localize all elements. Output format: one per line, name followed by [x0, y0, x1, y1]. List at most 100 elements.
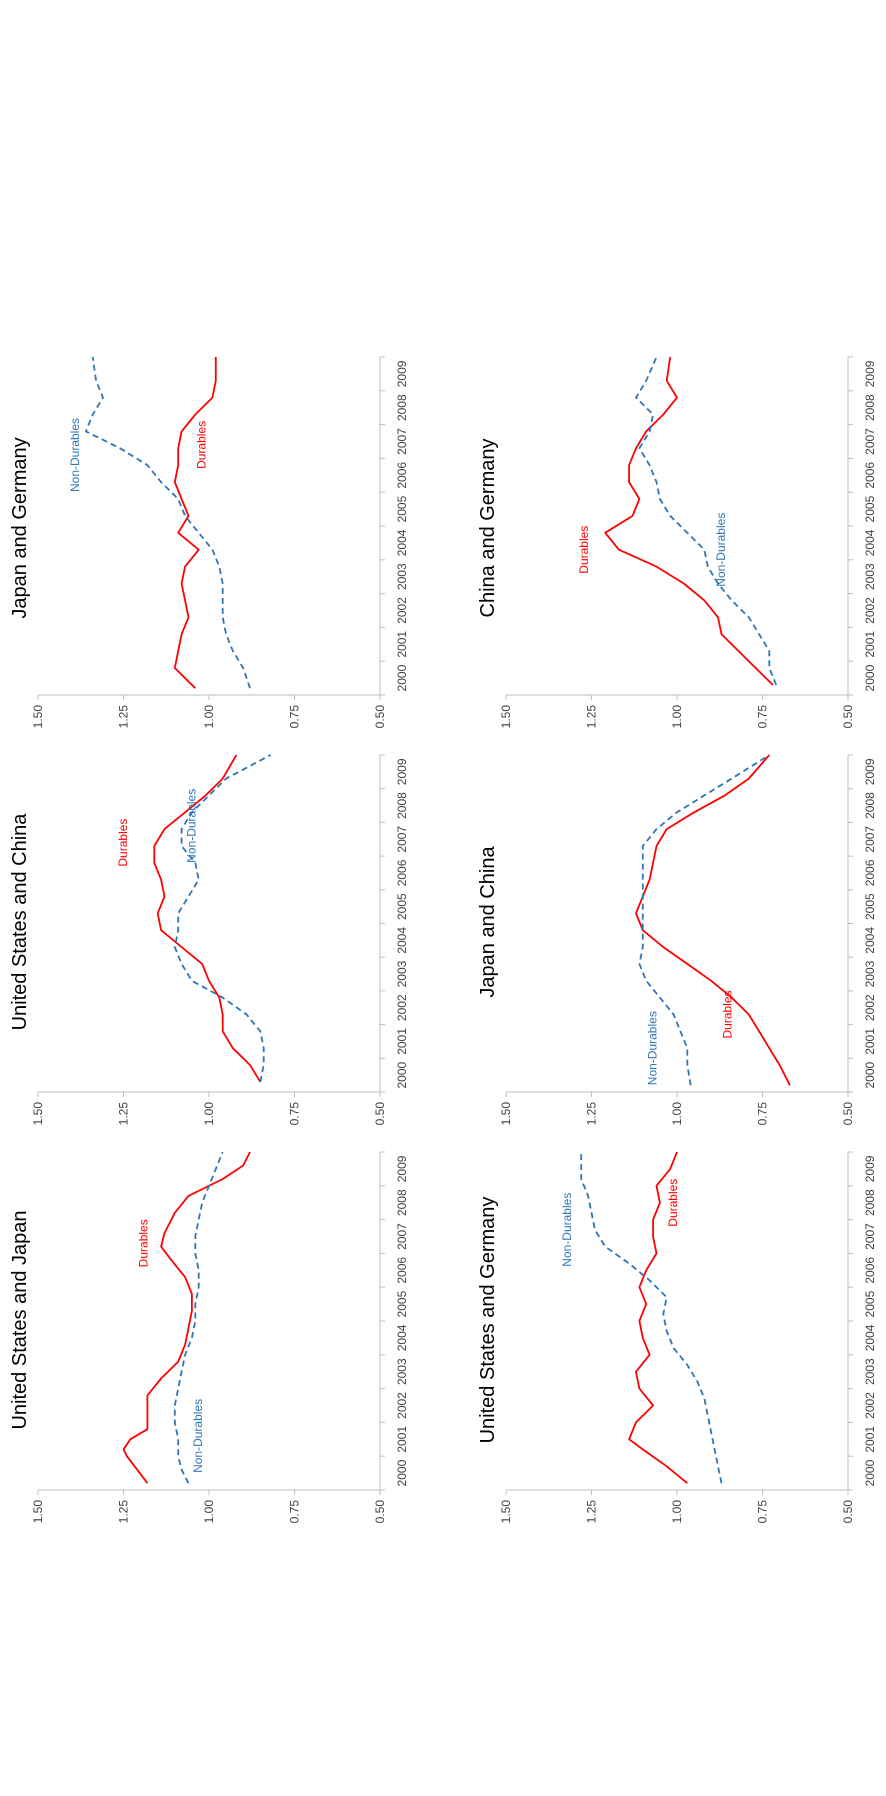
chart-title: China and Germany [477, 439, 499, 618]
y-tick-label: 0.50 [841, 1500, 855, 1524]
durables-label: Durables [577, 526, 591, 574]
y-tick-label: 0.75 [288, 705, 302, 729]
non-durables-line [173, 1151, 224, 1484]
y-tick-label: 1.25 [117, 1500, 131, 1524]
x-tick-label: 2009 [395, 758, 409, 785]
x-tick-label: 2002 [395, 597, 409, 624]
y-tick-label: 0.75 [756, 1102, 770, 1126]
y-tick-label: 1.25 [585, 1102, 599, 1126]
chart-panel: United States and China 0.50 0.75 1.00 1.25 1… [9, 754, 409, 1126]
non-durables-line [635, 356, 778, 686]
chart-title: United States and Germany [477, 1197, 499, 1444]
non-durables-label: Non-Durables [714, 513, 728, 587]
durables-label: Durables [666, 1179, 680, 1227]
x-tick-label: 2004 [395, 927, 409, 954]
y-tick-label: 0.50 [373, 1500, 387, 1524]
y-tick-label: 1.00 [670, 705, 684, 729]
y-tick-label: 1.25 [585, 1500, 599, 1524]
y-tick-label: 1.00 [670, 1102, 684, 1126]
non-durables-line [85, 356, 251, 689]
x-tick-label: 2000 [395, 1061, 409, 1088]
chart-panel: Japan and China 0.50 0.75 1.00 1.25 1.50 2000 2… [477, 754, 877, 1126]
durables-line [635, 754, 791, 1086]
x-tick-label: 2008 [863, 1189, 877, 1216]
x-tick-label: 2006 [863, 859, 877, 886]
chart-title: Japan and China [477, 846, 499, 998]
y-tick-label: 1.25 [117, 705, 131, 729]
x-tick-label: 2005 [395, 893, 409, 920]
non-durables-label: Non-Durables [68, 418, 82, 492]
durables-label: Durables [721, 990, 735, 1038]
x-tick-label: 2003 [863, 960, 877, 987]
chart-title: Japan and Germany [9, 437, 31, 618]
x-tick-label: 2001 [395, 1028, 409, 1055]
non-durables-line [173, 754, 272, 1083]
y-tick-label: 0.50 [373, 705, 387, 729]
x-tick-label: 2009 [395, 360, 409, 387]
x-tick-label: 2009 [863, 758, 877, 785]
x-tick-label: 2007 [863, 826, 877, 853]
durables-line [122, 1151, 251, 1484]
x-tick-label: 2001 [395, 1426, 409, 1453]
x-tick-label: 2009 [395, 1155, 409, 1182]
y-tick-label: 0.75 [288, 1500, 302, 1524]
y-tick-label: 0.50 [841, 705, 855, 729]
x-tick-label: 2007 [863, 1223, 877, 1250]
y-tick-label: 1.50 [31, 705, 45, 729]
y-tick-label: 0.50 [373, 1102, 387, 1126]
x-tick-label: 2002 [863, 994, 877, 1021]
x-tick-label: 2000 [863, 1061, 877, 1088]
x-tick-label: 2001 [863, 631, 877, 658]
x-tick-label: 2004 [395, 529, 409, 556]
y-tick-label: 1.25 [117, 1102, 131, 1126]
non-durables-label: Non-Durables [184, 789, 198, 863]
chart-panel: Japan and Germany 0.50 0.75 1.00 1.25 1.50 200… [9, 356, 409, 729]
x-tick-label: 2008 [395, 394, 409, 421]
y-tick-label: 0.75 [756, 705, 770, 729]
chart-title: United States and China [9, 813, 31, 1031]
x-tick-label: 2005 [395, 1290, 409, 1317]
chart-panel: United States and Japan 0.50 0.75 1.00 1.25 1… [9, 1151, 409, 1524]
x-tick-label: 2004 [863, 529, 877, 556]
y-tick-label: 1.00 [670, 1500, 684, 1524]
y-tick-label: 1.25 [585, 705, 599, 729]
x-tick-label: 2007 [863, 428, 877, 455]
x-tick-label: 2002 [863, 597, 877, 624]
x-tick-label: 2006 [395, 859, 409, 886]
x-tick-label: 2005 [863, 1290, 877, 1317]
y-tick-label: 1.50 [31, 1500, 45, 1524]
x-tick-label: 2004 [395, 1324, 409, 1351]
x-tick-label: 2003 [863, 563, 877, 590]
x-tick-label: 2004 [863, 1324, 877, 1351]
x-tick-label: 2000 [395, 664, 409, 691]
durables-label: Durables [116, 819, 130, 867]
x-tick-label: 2002 [863, 1392, 877, 1419]
x-tick-label: 2003 [395, 563, 409, 590]
durables-line [628, 1151, 688, 1484]
y-tick-label: 1.00 [202, 1102, 216, 1126]
x-tick-label: 2008 [395, 792, 409, 819]
x-tick-label: 2007 [395, 428, 409, 455]
y-tick-label: 1.50 [499, 1500, 513, 1524]
y-tick-label: 1.50 [499, 705, 513, 729]
x-tick-label: 2003 [395, 1358, 409, 1385]
durables-line [173, 357, 217, 689]
x-tick-label: 2000 [863, 1459, 877, 1486]
x-tick-label: 2008 [863, 394, 877, 421]
x-tick-label: 2002 [395, 1392, 409, 1419]
durables-label: Durables [195, 421, 209, 469]
y-tick-label: 0.75 [756, 1500, 770, 1524]
y-tick-label: 1.00 [202, 1500, 216, 1524]
x-tick-label: 2005 [395, 495, 409, 522]
non-durables-label: Non-Durables [560, 1193, 574, 1267]
non-durables-label: Non-Durables [191, 1399, 205, 1473]
x-tick-label: 2007 [395, 826, 409, 853]
y-tick-label: 1.00 [202, 705, 216, 729]
x-tick-label: 2006 [395, 462, 409, 489]
x-tick-label: 2005 [863, 893, 877, 920]
x-tick-label: 2006 [395, 1257, 409, 1284]
x-tick-label: 2001 [395, 631, 409, 658]
x-tick-label: 2003 [395, 960, 409, 987]
x-tick-label: 2003 [863, 1358, 877, 1385]
